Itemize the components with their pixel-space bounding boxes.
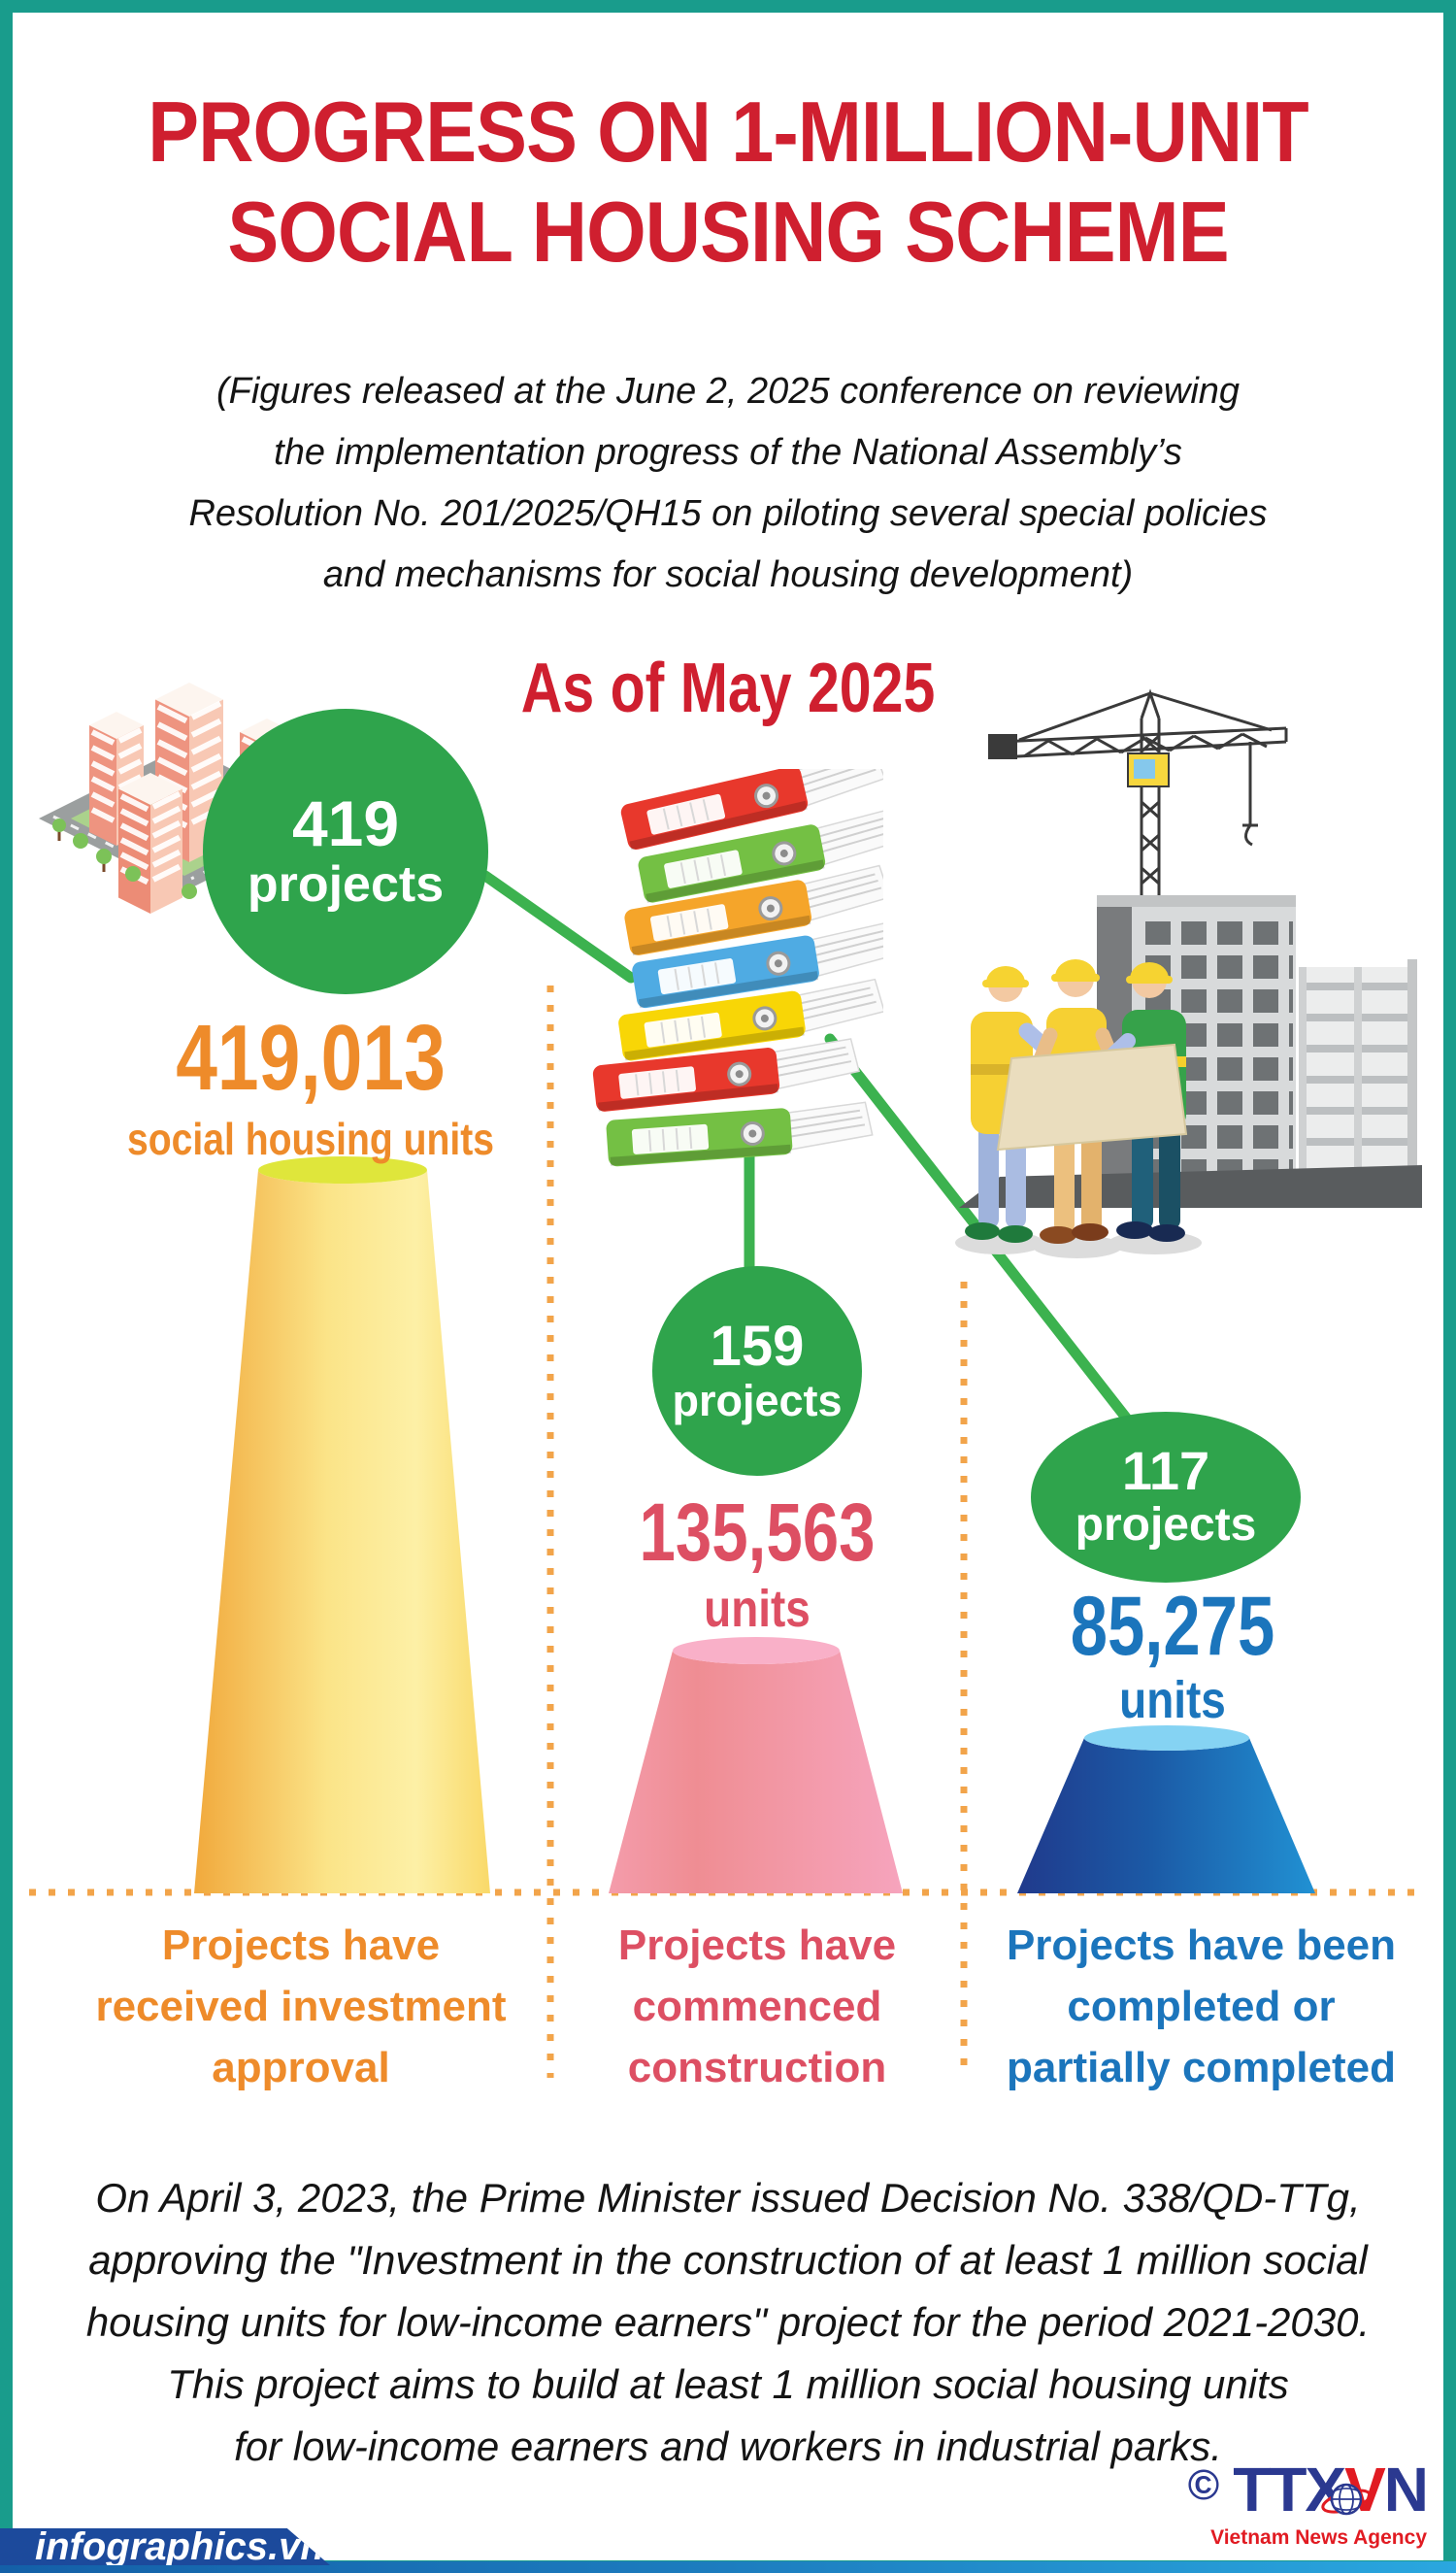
page-title-line-2: SOCIAL HOUSING SCHEME xyxy=(227,184,1229,280)
projects-count-word: projects xyxy=(247,856,445,914)
globe-icon xyxy=(1321,2483,1372,2516)
units-count-commenced: 135,563 units xyxy=(555,1491,959,1639)
document-binders-icon xyxy=(592,769,883,1167)
subtitle-line: Resolution No. 201/2025/QH15 on piloting… xyxy=(188,493,1268,534)
subtitle-line: the implementation progress of the Natio… xyxy=(274,432,1182,473)
footnote-line: approving the "Investment in the constru… xyxy=(88,2237,1368,2283)
units-count-value: 85,275 xyxy=(1070,1580,1275,1673)
projects-count-badge-approved: 419 projects xyxy=(203,709,488,994)
stage-label-commenced: Projects have commenced construction xyxy=(558,1915,956,2098)
units-count-word: social housing units xyxy=(126,1114,495,1164)
page-title: PROGRESS ON 1-MILLION-UNIT SOCIAL HOUSIN… xyxy=(73,82,1383,282)
stage-label-line: received investment xyxy=(95,1983,507,2030)
stage-label-line: partially completed xyxy=(1006,2044,1396,2091)
footer-bar xyxy=(0,2561,1456,2573)
as-of-date-label: As of May 2025 xyxy=(520,650,936,727)
projects-count-value: 419 xyxy=(291,786,400,859)
footnote-line: housing units for low-income earners" pr… xyxy=(85,2299,1371,2345)
agency-logo-ttx: TTX xyxy=(1233,2455,1346,2524)
projects-count-badge-completed: 117 projects xyxy=(1031,1412,1301,1583)
site-watermark: infographics.vn xyxy=(0,2528,330,2565)
subtitle-line: and mechanisms for social housing develo… xyxy=(322,554,1134,595)
stage-label-line: Projects have xyxy=(617,1921,897,1969)
units-count-word: units xyxy=(1119,1671,1226,1729)
stage-label-line: completed or xyxy=(1067,1983,1336,2030)
projects-count-badge-commenced: 159 projects xyxy=(652,1266,862,1476)
projects-count-word: projects xyxy=(1075,1499,1257,1551)
stage-label-approved: Projects have received investment approv… xyxy=(29,1915,573,2098)
units-count-approved: 419,013 social housing units xyxy=(19,1012,602,1165)
footnote: On April 3, 2023, the Prime Minister iss… xyxy=(0,2167,1456,2478)
stage-label-line: approval xyxy=(212,2044,390,2091)
stage-label-line: construction xyxy=(627,2044,887,2091)
footnote-line: This project aims to build at least 1 mi… xyxy=(167,2361,1289,2407)
stage-label-completed: Projects have been completed or partiall… xyxy=(971,1915,1432,2098)
subtitle-line: (Figures released at the June 2, 2025 co… xyxy=(215,371,1241,412)
agency-logo-n: N xyxy=(1383,2455,1429,2524)
units-count-word: units xyxy=(704,1580,811,1638)
footnote-line: On April 3, 2023, the Prime Minister iss… xyxy=(95,2175,1361,2221)
agency-logo-letters: © TTXVN xyxy=(1145,2451,1429,2524)
site-watermark-text: infographics.vn xyxy=(35,2525,324,2568)
page-title-line-1: PROGRESS ON 1-MILLION-UNIT xyxy=(148,84,1308,180)
stage-label-line: commenced xyxy=(632,1983,882,2030)
subtitle: (Figures released at the June 2, 2025 co… xyxy=(0,361,1456,606)
agency-logo: © TTXVN Vietnam News Agency xyxy=(1145,2451,1429,2550)
stage-label-line: Projects have been xyxy=(1006,1921,1397,1969)
projects-count-value: 159 xyxy=(710,1314,805,1378)
units-count-value: 419,013 xyxy=(176,1006,446,1110)
projects-count-value: 117 xyxy=(1121,1440,1210,1502)
footnote-line: for low-income earners and workers in in… xyxy=(234,2423,1222,2469)
agency-name: Vietnam News Agency xyxy=(1210,2526,1427,2549)
units-count-completed: 85,275 units xyxy=(969,1585,1376,1730)
units-count-value: 135,563 xyxy=(639,1487,876,1578)
projects-count-word: projects xyxy=(672,1375,843,1425)
construction-workers-icon xyxy=(955,688,1422,1258)
stage-label-line: Projects have xyxy=(161,1921,441,1969)
copyright-icon: © xyxy=(1187,2461,1219,2509)
